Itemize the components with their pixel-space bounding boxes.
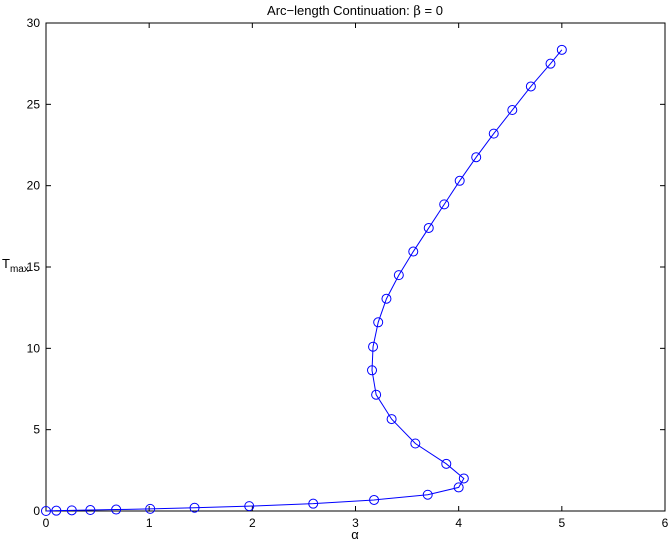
- x-tick-label: 2: [249, 516, 256, 530]
- chart-title-symbol: β: [413, 4, 421, 19]
- x-axis-label: α: [351, 527, 359, 542]
- x-tick-label: 3: [352, 516, 359, 530]
- data-point: [393, 270, 404, 281]
- data-point: [386, 414, 397, 425]
- data-point: [85, 505, 96, 516]
- data-point: [367, 365, 378, 376]
- x-axis-ticks: 0 1 2 3 4 5 6: [43, 23, 669, 530]
- chart-title-main: Arc−length Continuation:: [267, 3, 413, 18]
- data-point: [111, 504, 122, 515]
- y-axis-ticks: 0 5 10 15 20 25 30: [27, 16, 665, 518]
- data-point: [244, 501, 255, 512]
- data-point: [453, 482, 464, 493]
- data-point: [488, 128, 499, 139]
- y-tick-label: 10: [27, 341, 41, 355]
- plot-area: [45, 22, 666, 512]
- data-point: [441, 458, 452, 469]
- data-point: [471, 152, 482, 163]
- y-tick-label: 20: [27, 179, 41, 193]
- x-tick-label: 5: [558, 516, 565, 530]
- data-point: [454, 175, 465, 186]
- data-point: [556, 44, 567, 55]
- x-tick-label: 1: [146, 516, 153, 530]
- y-tick-label: 15: [27, 260, 41, 274]
- data-point: [439, 199, 450, 210]
- data-point: [507, 105, 518, 116]
- data-point: [41, 506, 51, 516]
- x-tick-label: 0: [43, 516, 50, 530]
- x-tick-label: 4: [455, 516, 462, 530]
- data-point: [373, 317, 384, 328]
- data-point: [525, 81, 536, 92]
- y-tick-label: 30: [27, 16, 41, 30]
- data-point: [51, 505, 62, 516]
- y-tick-label: 5: [33, 423, 40, 437]
- data-point: [66, 505, 77, 516]
- data-point: [369, 494, 380, 505]
- chart-title: Arc−length Continuation: β = 0: [267, 3, 443, 19]
- data-point: [368, 341, 379, 352]
- data-point: [458, 473, 469, 484]
- x-tick-label: 6: [662, 516, 669, 530]
- y-tick-label: 0: [33, 504, 40, 518]
- y-tick-label: 25: [27, 97, 41, 111]
- data-point: [381, 293, 392, 304]
- data-point: [423, 222, 434, 233]
- series-t-max: [41, 44, 567, 516]
- data-point: [545, 58, 556, 69]
- chart-title-tail: = 0: [421, 3, 443, 18]
- data-point: [308, 498, 319, 509]
- data-point: [145, 503, 156, 514]
- y-axis-label: Tmax: [2, 256, 29, 275]
- data-point: [410, 438, 421, 449]
- data-point: [189, 502, 200, 513]
- data-point: [422, 489, 433, 500]
- y-axis-label-sub: max: [10, 264, 29, 275]
- y-axis-label-base: T: [2, 256, 10, 271]
- data-point: [371, 389, 382, 400]
- data-point: [408, 246, 419, 257]
